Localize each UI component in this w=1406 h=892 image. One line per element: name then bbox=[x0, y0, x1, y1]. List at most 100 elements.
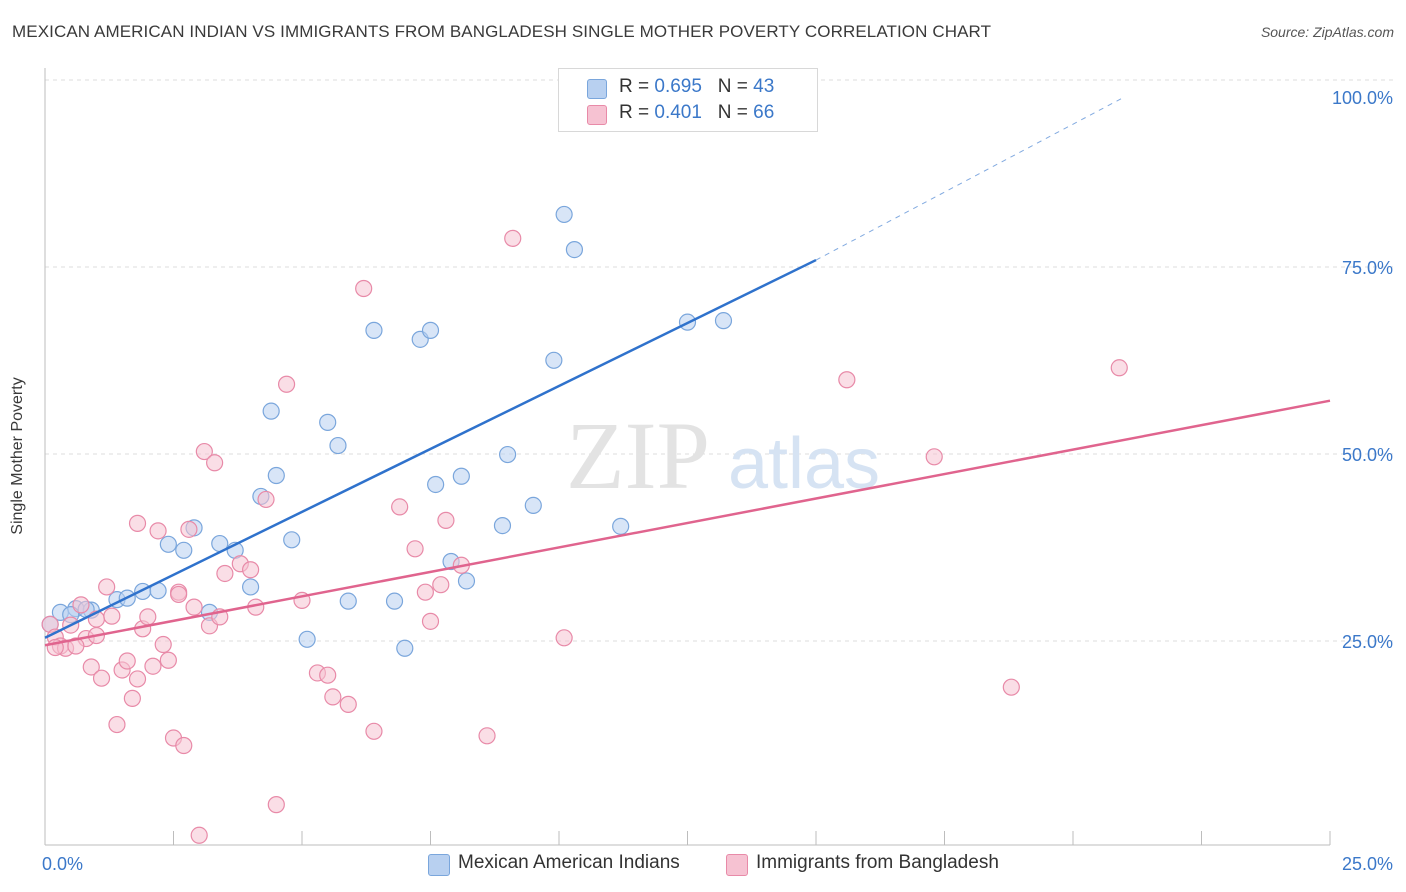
point-mexican-american-indians bbox=[242, 578, 260, 596]
point-immigrants-from-bangladesh bbox=[324, 688, 342, 706]
point-mexican-american-indians bbox=[565, 240, 584, 259]
point-immigrants-from-bangladesh bbox=[555, 629, 573, 647]
point-mexican-american-indians bbox=[385, 592, 404, 610]
point-immigrants-from-bangladesh bbox=[82, 658, 100, 676]
point-immigrants-from-bangladesh bbox=[108, 715, 126, 734]
point-immigrants-from-bangladesh bbox=[175, 736, 193, 755]
point-mexican-american-indians bbox=[396, 639, 414, 657]
legend-label-pink: Immigrants from Bangladesh bbox=[756, 852, 999, 873]
point-immigrants-from-bangladesh bbox=[267, 796, 285, 814]
pink-swatch bbox=[587, 105, 607, 125]
point-mexican-american-indians bbox=[499, 445, 517, 464]
point-immigrants-from-bangladesh bbox=[128, 670, 147, 688]
point-mexican-american-indians bbox=[339, 592, 357, 610]
chart-title: MEXICAN AMERICAN INDIAN VS IMMIGRANTS FR… bbox=[12, 22, 992, 41]
point-immigrants-from-bangladesh bbox=[925, 448, 943, 466]
trend-line-pink bbox=[44, 399, 1331, 647]
point-immigrants-from-bangladesh bbox=[128, 514, 147, 532]
point-immigrants-from-bangladesh bbox=[103, 607, 121, 625]
point-immigrants-from-bangladesh bbox=[416, 583, 434, 601]
point-mexican-american-indians bbox=[452, 467, 470, 485]
point-mexican-american-indians bbox=[457, 572, 476, 590]
point-immigrants-from-bangladesh bbox=[1002, 678, 1020, 696]
point-immigrants-from-bangladesh bbox=[190, 826, 208, 844]
point-mexican-american-indians bbox=[493, 517, 512, 535]
point-immigrants-from-bangladesh bbox=[365, 722, 383, 740]
point-immigrants-from-bangladesh bbox=[421, 612, 440, 630]
y-tick-label: 75.0% bbox=[1342, 258, 1393, 278]
point-immigrants-from-bangladesh bbox=[72, 596, 90, 614]
point-immigrants-from-bangladesh bbox=[406, 540, 424, 558]
point-immigrants-from-bangladesh bbox=[170, 585, 188, 604]
stats-legend: R = 0.695 N = 43 R = 0.401 N = 66 bbox=[558, 68, 818, 132]
gridlines bbox=[45, 79, 1393, 642]
x-tick-label: 0.0% bbox=[42, 854, 83, 874]
point-mexican-american-indians bbox=[267, 466, 285, 485]
trend-line-blue-extension bbox=[815, 96, 1125, 261]
watermark-zip: ZIP bbox=[566, 402, 710, 509]
source-label: Source: ZipAtlas.com bbox=[1260, 24, 1394, 40]
point-immigrants-from-bangladesh bbox=[432, 576, 450, 594]
point-mexican-american-indians bbox=[427, 475, 445, 494]
point-immigrants-from-bangladesh bbox=[242, 561, 260, 579]
point-immigrants-from-bangladesh bbox=[478, 727, 496, 745]
point-immigrants-from-bangladesh bbox=[504, 229, 522, 247]
point-mexican-american-indians bbox=[175, 541, 193, 559]
point-immigrants-from-bangladesh bbox=[437, 511, 455, 529]
x-tick-label: 25.0% bbox=[1342, 854, 1393, 874]
point-mexican-american-indians bbox=[612, 517, 630, 535]
r-value-pink: 0.401 bbox=[654, 102, 702, 123]
y-axis-label: Single Mother Poverty bbox=[9, 377, 26, 535]
point-mexican-american-indians bbox=[298, 630, 316, 648]
point-mexican-american-indians bbox=[159, 535, 177, 553]
point-immigrants-from-bangladesh bbox=[185, 598, 203, 616]
point-immigrants-from-bangladesh bbox=[139, 608, 157, 626]
blue-swatch bbox=[587, 79, 607, 99]
point-immigrants-from-bangladesh bbox=[154, 635, 172, 654]
tick-labels: 100.0% 75.0% 50.0% 25.0% 0.0% 25.0% bbox=[42, 88, 1393, 874]
y-tick-label: 25.0% bbox=[1342, 632, 1393, 652]
n-value-blue: 43 bbox=[753, 76, 775, 97]
point-immigrants-from-bangladesh bbox=[118, 652, 136, 670]
trend-line-blue bbox=[44, 258, 817, 639]
point-mexican-american-indians bbox=[365, 321, 383, 339]
point-immigrants-from-bangladesh bbox=[98, 578, 116, 596]
point-immigrants-from-bangladesh bbox=[159, 651, 177, 669]
r-value-blue: 0.695 bbox=[654, 76, 702, 97]
point-immigrants-from-bangladesh bbox=[339, 695, 357, 713]
point-mexican-american-indians bbox=[283, 531, 301, 549]
trend-lines bbox=[44, 96, 1331, 647]
point-mexican-american-indians bbox=[524, 496, 542, 515]
point-mexican-american-indians bbox=[421, 321, 440, 339]
point-immigrants-from-bangladesh bbox=[391, 498, 409, 516]
point-mexican-american-indians bbox=[329, 436, 347, 455]
point-mexican-american-indians bbox=[714, 312, 733, 330]
r-label-pink: R = bbox=[619, 102, 655, 123]
point-mexican-american-indians bbox=[262, 402, 280, 420]
legend-swatch-blue bbox=[428, 854, 450, 876]
point-immigrants-from-bangladesh bbox=[1110, 359, 1128, 377]
point-immigrants-from-bangladesh bbox=[277, 375, 296, 393]
point-immigrants-from-bangladesh bbox=[195, 442, 213, 461]
point-immigrants-from-bangladesh bbox=[180, 520, 198, 538]
point-immigrants-from-bangladesh bbox=[92, 669, 111, 687]
point-immigrants-from-bangladesh bbox=[319, 666, 337, 684]
n-value-pink: 66 bbox=[753, 102, 775, 123]
point-immigrants-from-bangladesh bbox=[149, 522, 167, 540]
legend-swatch-pink bbox=[726, 854, 748, 876]
watermark-atlas: atlas bbox=[728, 424, 880, 504]
point-immigrants-from-bangladesh bbox=[355, 279, 373, 298]
axes bbox=[44, 68, 1331, 846]
point-immigrants-from-bangladesh bbox=[123, 689, 141, 707]
y-tick-label: 100.0% bbox=[1332, 88, 1393, 108]
point-mexican-american-indians bbox=[545, 351, 563, 369]
y-tick-label: 50.0% bbox=[1342, 445, 1393, 465]
n-label-pink: N = bbox=[717, 102, 754, 123]
point-immigrants-from-bangladesh bbox=[144, 657, 162, 675]
point-immigrants-from-bangladesh bbox=[257, 490, 275, 509]
n-label-blue: N = bbox=[717, 76, 754, 97]
bottom-legend: Mexican American Indians Immigrants from… bbox=[0, 852, 1406, 878]
data-points bbox=[41, 205, 1128, 844]
point-immigrants-from-bangladesh bbox=[206, 454, 224, 472]
r-label-blue: R = bbox=[619, 76, 655, 97]
